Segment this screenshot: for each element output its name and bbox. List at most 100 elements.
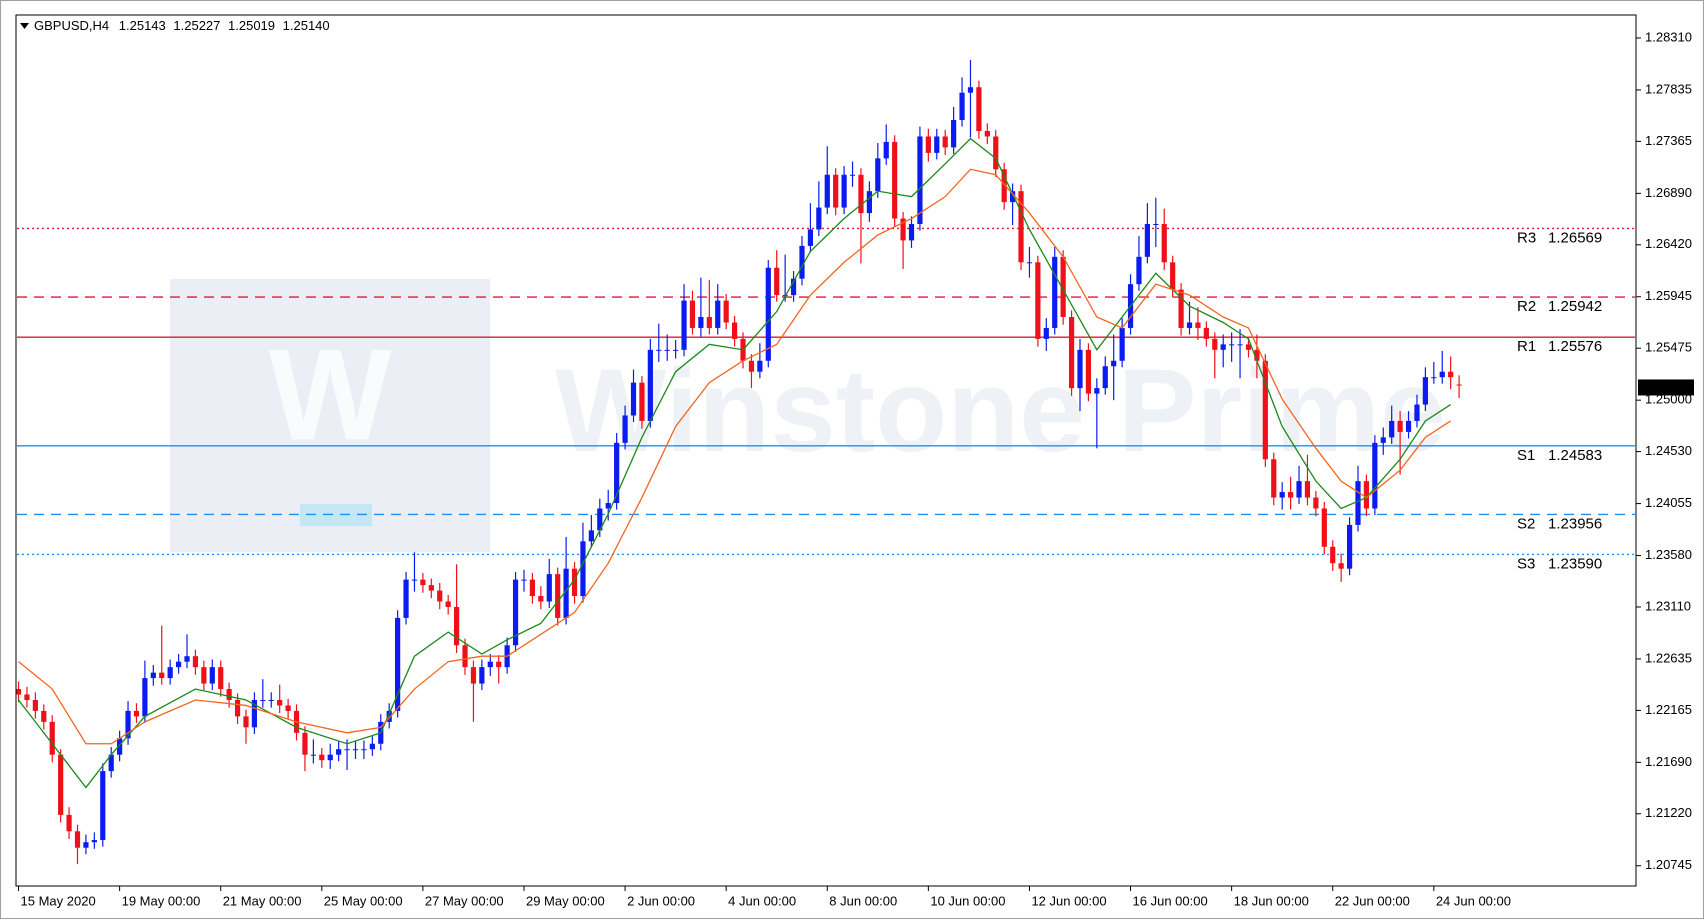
candle-body	[824, 174, 830, 208]
candle-body	[1262, 360, 1268, 460]
header-open: 1.25143	[119, 18, 166, 33]
y-tick-label: 1.23580	[1645, 547, 1692, 562]
x-tick-label: 25 May 00:00	[324, 893, 403, 908]
candle-body	[993, 136, 999, 170]
candle-body	[91, 840, 97, 843]
candle-body	[1338, 563, 1344, 569]
candle-body	[1355, 481, 1361, 525]
candle-body	[133, 710, 140, 717]
candle-body	[1035, 262, 1041, 339]
candle-body	[706, 317, 712, 328]
candle-body	[285, 705, 291, 711]
candle-body	[622, 415, 628, 443]
candle-body	[437, 590, 443, 602]
candle-body	[1077, 349, 1083, 389]
candle-body	[83, 842, 89, 848]
menu-arrow[interactable]	[20, 23, 29, 29]
header-high: 1.25227	[173, 18, 220, 33]
candle-body	[1212, 338, 1218, 350]
candle-body	[1279, 492, 1285, 498]
candle-body	[875, 158, 881, 192]
candle-body	[142, 678, 148, 717]
y-tick-label: 1.22165	[1645, 702, 1692, 717]
candle-body	[1220, 344, 1226, 350]
candle-body	[673, 349, 679, 351]
moving-average	[18, 137, 1452, 789]
current-price-box	[1638, 379, 1694, 396]
header: GBPUSD,H4 1.25143 1.25227 1.25019 1.2514…	[34, 18, 330, 33]
candle-body	[976, 87, 982, 131]
candle-body	[150, 672, 156, 679]
level-name: R1	[1517, 338, 1536, 355]
candle-body	[1161, 223, 1167, 263]
y-tick-label: 1.20745	[1645, 857, 1692, 872]
candle-body	[521, 579, 527, 581]
candle-body	[260, 699, 266, 701]
moving-average	[18, 168, 1452, 745]
candle-body	[15, 689, 22, 695]
candle-body	[1229, 344, 1235, 346]
candle-body	[117, 738, 123, 755]
candle-body	[1304, 481, 1311, 498]
candle-body	[723, 300, 729, 323]
level-value: 1.26569	[1548, 229, 1602, 246]
y-tick-label: 1.21220	[1645, 805, 1692, 820]
candle-body	[24, 694, 30, 700]
candle-body	[908, 223, 915, 241]
candle-body	[934, 136, 940, 153]
candle-body	[66, 814, 72, 832]
candle-body	[849, 174, 856, 176]
x-tick-label: 27 May 00:00	[425, 893, 504, 908]
candle-body	[108, 754, 114, 772]
candle-body	[689, 300, 696, 328]
candle-body	[234, 699, 241, 717]
y-tick-label: 1.25475	[1645, 340, 1692, 355]
level-value: 1.25576	[1548, 338, 1602, 355]
candle-body	[900, 218, 906, 241]
y-tick-label: 1.23110	[1645, 598, 1691, 613]
level-name: R3	[1517, 229, 1536, 246]
candle-body	[470, 667, 477, 684]
candle-body	[1245, 344, 1252, 350]
candle-body	[833, 174, 839, 208]
candle-body	[858, 174, 864, 214]
plot-border	[15, 14, 1637, 887]
candle-body	[790, 278, 797, 296]
header-close: 1.25140	[283, 18, 330, 33]
candle-body	[74, 831, 81, 848]
candle-body	[41, 710, 47, 722]
candle-body	[546, 574, 552, 602]
candle-body	[1422, 377, 1428, 405]
candle-body	[218, 667, 224, 690]
candle-body	[630, 382, 637, 416]
candle-body	[445, 601, 451, 607]
candle-body	[1456, 384, 1462, 386]
x-tick-label: 16 Jun 00:00	[1133, 893, 1208, 908]
candle-body	[917, 136, 923, 224]
candle-body	[538, 596, 544, 602]
x-tick-label: 12 Jun 00:00	[1031, 893, 1106, 908]
candle-body	[1170, 262, 1176, 290]
candle-body	[1119, 327, 1125, 361]
candle-body	[175, 661, 182, 668]
candle-body	[1254, 349, 1260, 361]
y-tick-label: 1.27365	[1645, 133, 1692, 148]
candle-body	[892, 141, 898, 219]
current-price-label: 1.25116	[1642, 380, 1688, 395]
candle-body	[1363, 481, 1370, 509]
candle-body	[942, 136, 948, 148]
candle-body	[395, 617, 401, 711]
candle-body	[192, 656, 199, 668]
candle-body	[1085, 349, 1092, 394]
candle-body	[681, 300, 687, 350]
candle-body	[344, 749, 350, 751]
level-value: 1.23956	[1548, 515, 1602, 532]
candle-body	[420, 579, 426, 586]
candle-body	[807, 229, 814, 246]
candle-body	[319, 754, 325, 761]
candle-body	[529, 579, 536, 597]
candle-body	[605, 503, 611, 509]
y-tick-label: 1.22635	[1645, 650, 1692, 665]
candle-body	[715, 300, 721, 328]
